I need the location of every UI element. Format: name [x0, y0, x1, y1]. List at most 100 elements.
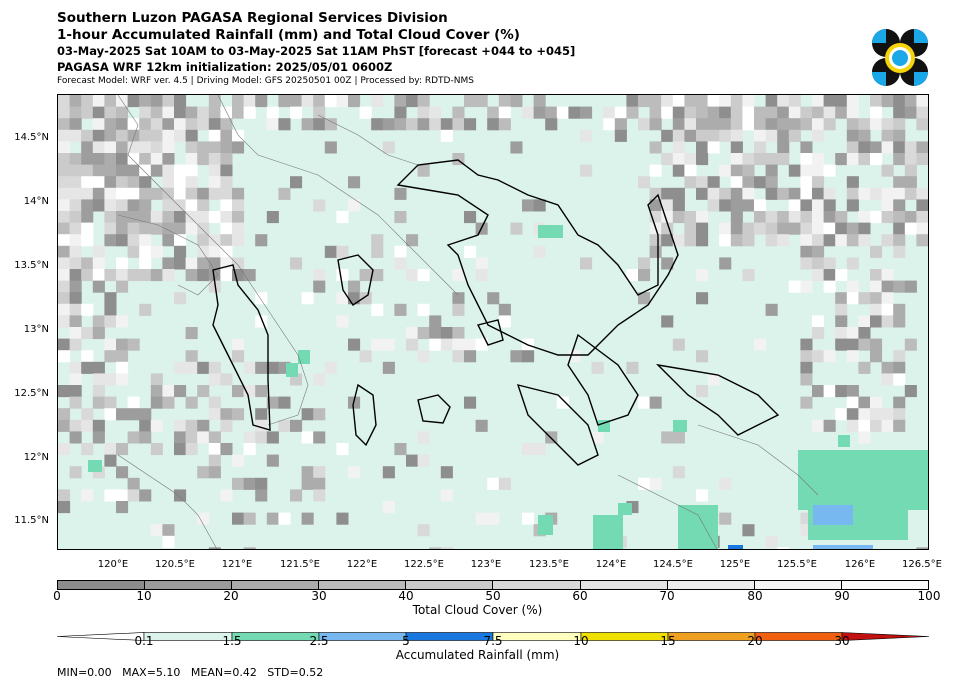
cloud-cell — [754, 199, 767, 212]
cloud-cell — [498, 315, 511, 328]
cloud-cell — [846, 129, 859, 142]
cloud-cell — [800, 199, 813, 212]
cloud-cell — [185, 269, 198, 282]
cloud-cell — [348, 176, 361, 189]
cloud-cell — [150, 164, 163, 177]
cloud-cell — [719, 477, 732, 490]
cloud-cell — [69, 396, 82, 409]
cloud-cell — [104, 153, 117, 166]
cloud-cell — [162, 535, 175, 548]
cloud-cell — [765, 153, 778, 166]
lon-label-124E: 124°E — [595, 559, 627, 570]
cloud-cell — [858, 419, 871, 432]
cloud-cell — [313, 431, 326, 444]
cloud-cell — [255, 477, 268, 490]
cloud-cell — [417, 303, 430, 316]
cloud-cell — [684, 222, 697, 235]
cloud-cell — [730, 222, 743, 235]
cloud-cell — [672, 164, 685, 177]
cloud-cell — [220, 211, 233, 224]
cloud-cell — [197, 245, 210, 258]
cloud-cell — [893, 106, 906, 119]
cloud-cell — [707, 106, 720, 119]
cloud-cell — [92, 153, 105, 166]
cloud-cell — [823, 187, 836, 200]
cloud-cell — [104, 187, 117, 200]
cloud-cell — [498, 303, 511, 316]
cloud-cell — [777, 95, 790, 108]
cloud-cell — [754, 106, 767, 119]
cloud-cell — [846, 234, 859, 247]
cloud-cell — [440, 466, 453, 479]
cloud-cell — [348, 280, 361, 293]
cloud-cell — [626, 361, 639, 374]
cloud-cell — [116, 129, 129, 142]
lon-label-126.5E: 126.5°E — [902, 559, 942, 570]
cloud-cell — [301, 466, 314, 479]
cloud-cell — [672, 95, 685, 108]
cloud-cell — [696, 95, 709, 108]
cloud-cell — [406, 118, 419, 131]
cloud-cell — [858, 211, 871, 224]
cloud-cell — [336, 315, 349, 328]
cloud-cell — [846, 419, 859, 432]
cloud-cell — [116, 257, 129, 270]
lat-label-12N: 12°N — [23, 452, 49, 463]
cloud-cell — [742, 106, 755, 119]
cloud-cell — [928, 443, 929, 455]
cloud-cell — [301, 118, 314, 131]
cloud-cell — [904, 141, 917, 154]
cloud-cell — [533, 95, 546, 108]
cloud-cell — [232, 454, 245, 467]
cloud-cell — [730, 95, 743, 108]
cloud-cell — [69, 106, 82, 119]
cloud-cell — [638, 118, 651, 131]
cloud-cell — [881, 118, 894, 131]
cloud-cell — [197, 361, 210, 374]
cloud-cell — [893, 245, 906, 258]
cloud-cell — [777, 547, 790, 549]
cloud-cell — [197, 234, 210, 247]
cloud-cell — [92, 106, 105, 119]
cloud-cell — [742, 176, 755, 189]
cloud-cell — [870, 338, 883, 351]
rain-cell — [678, 505, 718, 549]
rain-cell — [813, 545, 873, 549]
cloud-cell — [174, 257, 187, 270]
cloud-cell — [313, 280, 326, 293]
rain-cell — [88, 460, 102, 472]
cloud-cell — [336, 245, 349, 258]
cloud-cell — [104, 396, 117, 409]
cloud-cell — [336, 211, 349, 224]
cloud-cell — [916, 106, 928, 119]
rain-cell — [728, 545, 743, 549]
cloud-cell — [220, 199, 233, 212]
rain-cell — [813, 505, 853, 525]
cloud-cell — [197, 199, 210, 212]
cloud-cell — [661, 95, 674, 108]
cloud-cell — [788, 95, 801, 108]
cloud-cell — [777, 118, 790, 131]
cloud-cell — [580, 164, 593, 177]
cloud-cell — [835, 315, 848, 328]
cloud-cell — [69, 327, 82, 340]
cloud-cell — [846, 280, 859, 293]
cloud-cell — [649, 141, 662, 154]
cloud-cell — [371, 303, 384, 316]
cloud-cell — [835, 222, 848, 235]
cloud-cell — [464, 338, 477, 351]
cloud-cell — [290, 106, 303, 119]
cloud-cell — [313, 118, 326, 131]
cloud-cell — [696, 222, 709, 235]
cloud-cell — [301, 408, 314, 421]
cloud-cell — [243, 431, 256, 444]
cloud-cell — [208, 153, 221, 166]
cloud-cell — [812, 118, 825, 131]
rain-cell — [618, 503, 632, 515]
rain-tick-1.5: 1.5 — [222, 634, 242, 648]
cloud-cell — [150, 106, 163, 119]
cloud-cell — [58, 350, 71, 363]
cloud-swatch-0 — [58, 581, 146, 589]
cloud-cell — [185, 187, 198, 200]
cloud-cell — [290, 95, 303, 108]
